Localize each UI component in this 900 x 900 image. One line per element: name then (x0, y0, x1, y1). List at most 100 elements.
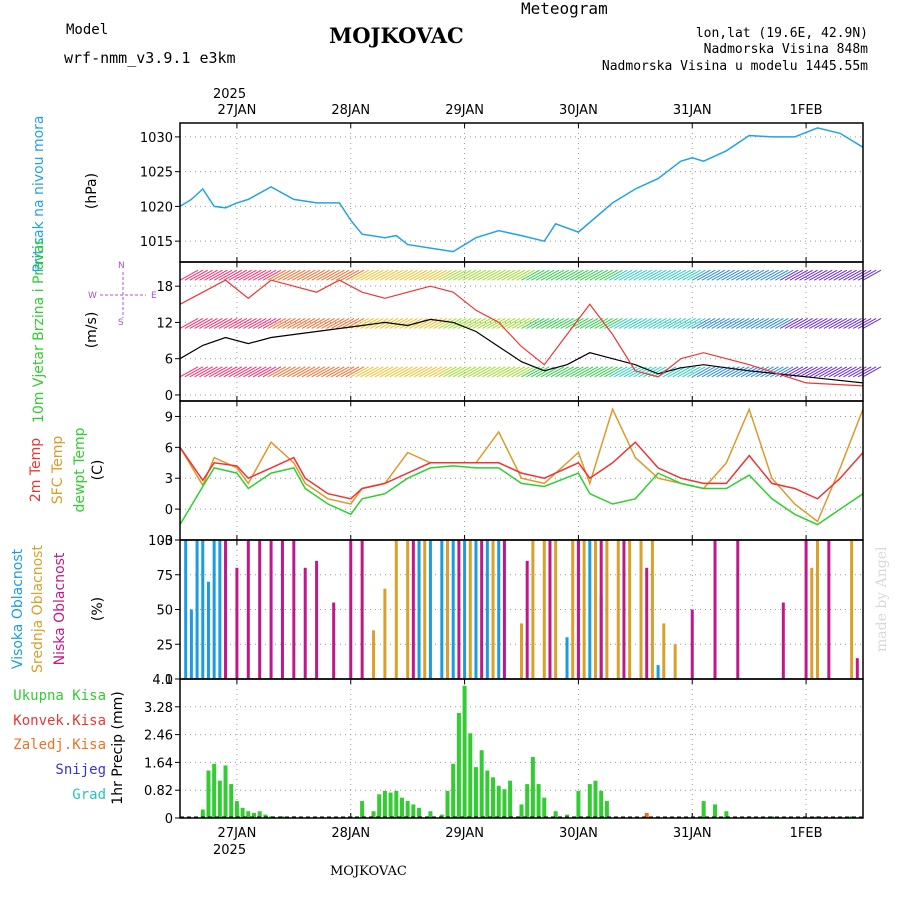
wind-barb (648, 269, 667, 281)
wind-barb (765, 269, 784, 281)
wind-barb (516, 366, 535, 378)
wind-barb (330, 318, 350, 329)
wind-barb (438, 318, 457, 329)
wind-barb (696, 366, 716, 378)
wind-barb (443, 318, 462, 329)
top-date-label: 1FEB (790, 103, 823, 118)
wind-barb (267, 366, 287, 378)
wind-barb (428, 269, 448, 281)
wind-barb (711, 318, 731, 329)
wind-title: 10m Vjetar Brzina i Pravac (31, 237, 47, 423)
wind-barb (687, 318, 706, 329)
wind-barb (487, 269, 506, 281)
ytick-label: 1025 (140, 166, 173, 181)
wind-barb (531, 269, 550, 281)
precip-bar (530, 756, 535, 818)
ytick-label: 1015 (140, 235, 173, 250)
wind-barb (487, 318, 506, 329)
wind-barb (701, 269, 721, 281)
wind-barb (433, 269, 452, 281)
wind-barb (184, 318, 204, 329)
wind-barb (213, 366, 233, 378)
wind-barb (384, 366, 404, 378)
precip-bar (587, 784, 592, 818)
wind-barb (604, 366, 623, 378)
wind-gust-line (179, 279, 864, 387)
wind-barb (204, 269, 223, 281)
wind-barb (687, 366, 706, 378)
cloud-bar (349, 540, 353, 679)
bottom-date-label: 29JAN (445, 826, 484, 841)
wind-barb (574, 366, 594, 378)
wind-barb (511, 318, 530, 329)
wind-barb (540, 318, 560, 329)
wind-barb (248, 269, 267, 281)
bottom-date-label: 1FEB (790, 826, 823, 841)
wind-barb (311, 366, 330, 378)
wind-barb (487, 366, 506, 378)
wind-barb (179, 366, 199, 378)
year-bottom-label: 2025 (213, 843, 246, 858)
wind-barb (209, 366, 228, 378)
cloud-bar (224, 540, 228, 679)
wind-barb (526, 269, 545, 281)
cloud-bar (781, 602, 785, 679)
wind-barb (228, 318, 248, 329)
cloud-bar (372, 630, 376, 679)
ytick-label: 75 (156, 569, 173, 584)
cloud-low-title: Niska Oblacnost (52, 552, 68, 665)
cloud-bar (639, 540, 643, 679)
wind-barb (379, 366, 399, 378)
wind-barb (555, 318, 574, 329)
cloud-bar (451, 540, 455, 679)
cloud-bar (468, 540, 472, 679)
wind-barb (584, 269, 604, 281)
wind-barb (550, 318, 570, 329)
wind-barb (652, 269, 672, 281)
wind-barb (409, 269, 428, 281)
cloud-bar (423, 540, 427, 679)
wind-barb (521, 318, 540, 329)
wind-barb (491, 269, 511, 281)
wind-barb (618, 318, 638, 329)
precip-bar (599, 790, 604, 818)
wind-barb (194, 366, 213, 378)
wind-barb (218, 269, 238, 281)
cloud-bar (457, 540, 461, 679)
precip-bar (257, 811, 262, 818)
wind-barb (594, 269, 613, 281)
ytick-label: 12 (156, 316, 173, 331)
cloud-bar (673, 644, 677, 679)
wind-barb (599, 269, 618, 281)
wind-barb (355, 269, 374, 281)
wind-barb (291, 366, 311, 378)
pressure-line (179, 127, 864, 253)
wind-barb (482, 318, 501, 329)
wind-barb (506, 366, 526, 378)
panel-frame (179, 678, 864, 819)
wind-barb (818, 269, 838, 281)
wind-barb (389, 269, 409, 281)
wind-barb (340, 318, 360, 329)
wind-barb (682, 269, 701, 281)
wind-barb (287, 318, 306, 329)
precip-bar (456, 712, 461, 818)
wind-barb (652, 318, 672, 329)
wind-barb (667, 366, 687, 378)
ytick-label: 0 (165, 812, 173, 827)
precip-bar (604, 801, 609, 818)
wind-barb (452, 366, 472, 378)
wind-barb (731, 318, 750, 329)
ytick-label: 4.1 (152, 673, 173, 688)
cloud-bar (428, 540, 432, 679)
pressure-title: Pritisak na nivou mora (31, 115, 47, 272)
sfc-temp-line (179, 407, 864, 523)
wind-barb (335, 318, 355, 329)
wind-barb (609, 269, 628, 281)
cloud-bar (280, 540, 284, 679)
cloud-bar (804, 540, 808, 679)
wind-barb (194, 318, 213, 329)
wind-barb (287, 366, 306, 378)
precip-series-2 (644, 812, 649, 818)
wind-barb (204, 318, 223, 329)
